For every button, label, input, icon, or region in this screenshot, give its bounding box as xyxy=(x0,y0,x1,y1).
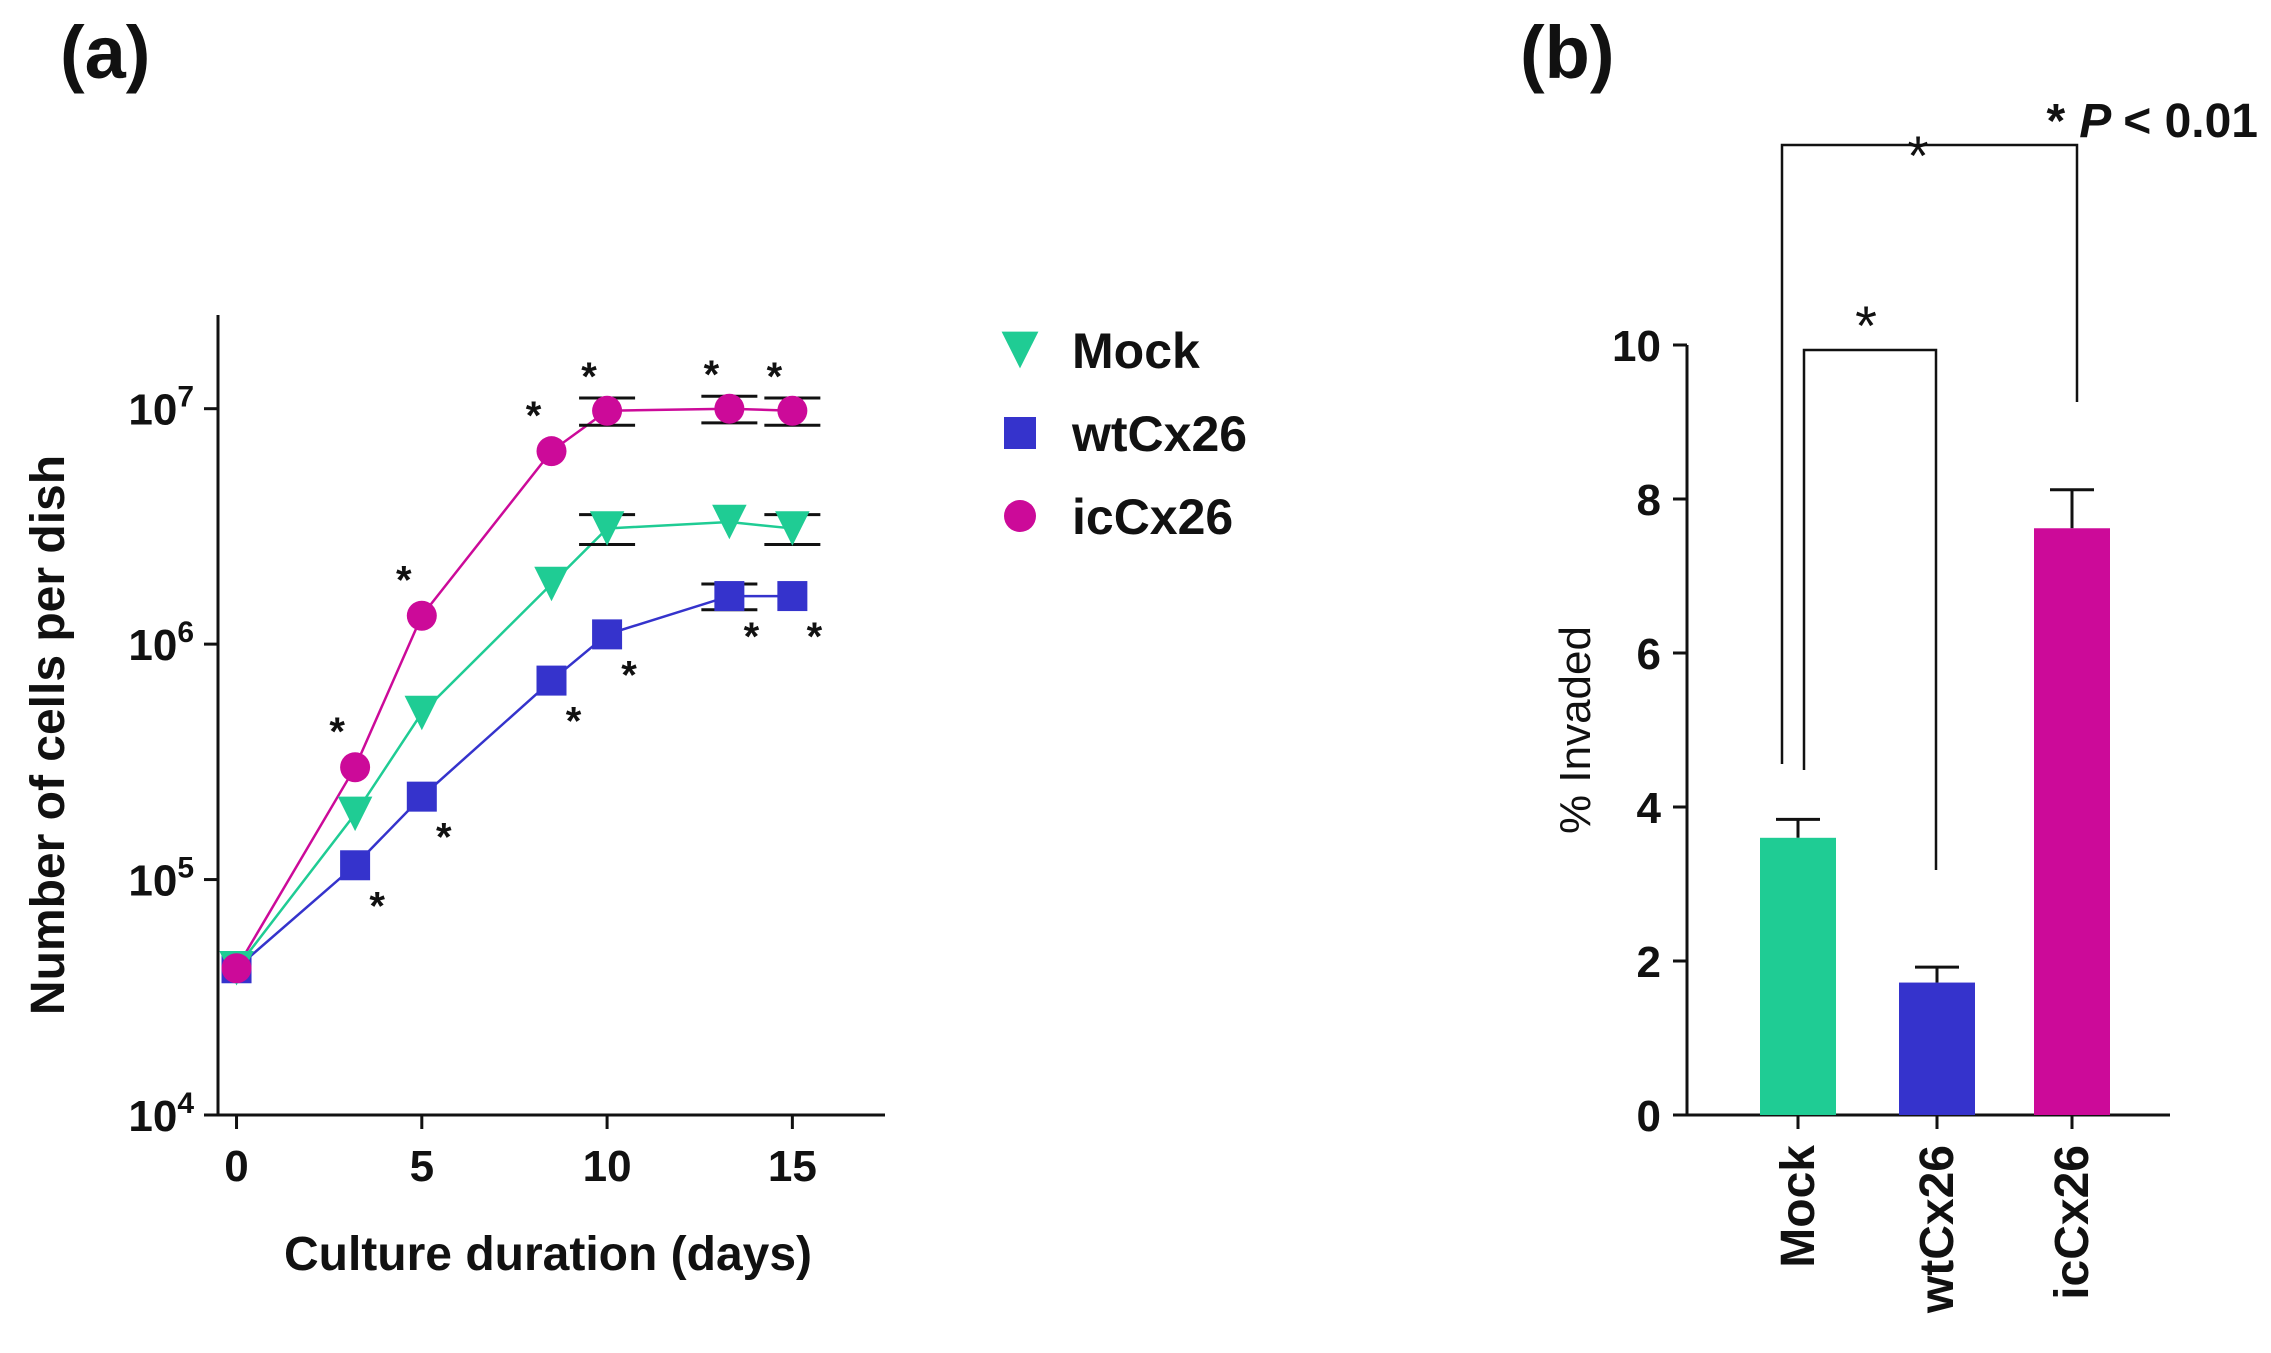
a-y-tick-base: 10 xyxy=(128,1092,177,1141)
a-x-tick-label: 10 xyxy=(583,1142,632,1191)
a-point-wtCx26 xyxy=(340,850,371,881)
a-series-line-icCx26 xyxy=(235,407,793,969)
a-point-icCx26 xyxy=(592,395,623,426)
a-point-wtCx26 xyxy=(406,781,437,812)
a-significance-star: * xyxy=(621,653,637,697)
a-point-icCx26 xyxy=(714,393,745,424)
a-y-tick-label: 107 xyxy=(128,381,194,435)
p-value-note: * P < 0.01 xyxy=(2047,95,2259,148)
b-significance-bracket xyxy=(1780,143,2079,764)
panel-a-legend: Mock wtCx26 icCx26 xyxy=(1001,323,1247,545)
legend-marker-wtCx26 xyxy=(1004,417,1036,449)
a-y-tick-exponent: 7 xyxy=(177,381,194,414)
b-significance-star: * xyxy=(1855,294,1877,357)
a-significance-star: * xyxy=(329,710,345,754)
a-y-tick-label: 104 xyxy=(128,1087,194,1141)
a-y-tick-base: 10 xyxy=(128,621,177,670)
a-y-tick-label: 106 xyxy=(128,616,194,670)
a-x-tick-label: 0 xyxy=(224,1142,248,1191)
p-value-note-star: * xyxy=(2047,95,2066,148)
a-significance-star: * xyxy=(744,615,760,659)
a-point-wtCx26 xyxy=(777,581,808,612)
panel-b-label: (b) xyxy=(1520,11,1615,94)
a-point-Mock xyxy=(404,695,440,731)
panel-b-y-axis-title: % Invaded xyxy=(1551,626,1600,834)
a-point-Mock xyxy=(712,504,747,540)
b-y-tick-label: 4 xyxy=(1637,784,1662,833)
b-significance-bracket xyxy=(1802,348,1938,870)
b-y-tick-label: 8 xyxy=(1637,476,1661,525)
a-y-tick-exponent: 4 xyxy=(177,1087,194,1120)
panel-a-y-axis-title: Number of cells per dish xyxy=(22,455,75,1015)
a-y-tick-exponent: 6 xyxy=(177,616,194,649)
a-point-icCx26 xyxy=(221,953,252,984)
legend-label-Mock: Mock xyxy=(1072,323,1200,379)
b-y-tick-label: 2 xyxy=(1637,938,1661,987)
legend-label-icCx26: icCx26 xyxy=(1072,489,1233,545)
a-point-icCx26 xyxy=(777,395,808,426)
a-series-line-wtCx26 xyxy=(235,594,793,970)
b-x-tick-label: wtCx26 xyxy=(1911,1145,1964,1314)
a-y-tick-base: 10 xyxy=(128,857,177,906)
b-bar-wtCx26 xyxy=(1899,982,1975,1115)
b-y-tick-label: 0 xyxy=(1637,1092,1661,1141)
legend-label-wtCx26: wtCx26 xyxy=(1071,406,1247,462)
b-y-tick-label: 6 xyxy=(1637,630,1661,679)
a-significance-star: * xyxy=(767,355,783,399)
legend-marker-icCx26 xyxy=(1004,500,1036,532)
panel-a-x-axis-title: Culture duration (days) xyxy=(284,1228,812,1281)
a-point-icCx26 xyxy=(340,752,371,783)
a-point-icCx26 xyxy=(406,600,437,631)
p-value-note-threshold: < 0.01 xyxy=(2123,95,2258,148)
a-x-tick-label: 5 xyxy=(410,1142,434,1191)
a-significance-star: * xyxy=(436,816,452,860)
b-bar-Mock xyxy=(1760,837,1836,1115)
a-y-tick-base: 10 xyxy=(128,386,177,435)
a-point-wtCx26 xyxy=(536,665,567,696)
panel-b-plot-area: 0 2 4 6 8 10 Mock wtCx26 icCx26 * * xyxy=(1612,124,2170,1314)
a-significance-star: * xyxy=(396,559,412,603)
b-significance-star: * xyxy=(1907,124,1929,187)
a-point-wtCx26 xyxy=(714,581,745,612)
p-value-note-p: P xyxy=(2079,95,2112,148)
a-significance-star: * xyxy=(566,700,582,744)
a-point-Mock xyxy=(589,511,625,546)
b-x-tick-label: icCx26 xyxy=(2046,1145,2099,1300)
b-y-tick-label: 10 xyxy=(1612,322,1661,371)
b-x-tick-label: Mock xyxy=(1772,1145,1825,1268)
panel-a-label: (a) xyxy=(60,11,150,94)
a-point-wtCx26 xyxy=(592,619,623,650)
a-point-icCx26 xyxy=(536,436,567,467)
a-series-line-Mock xyxy=(235,520,793,970)
a-point-Mock xyxy=(775,511,810,546)
a-significance-star: * xyxy=(704,353,720,397)
a-y-tick-label: 105 xyxy=(128,852,194,906)
a-y-tick-exponent: 5 xyxy=(177,852,194,885)
a-significance-star: * xyxy=(581,355,597,399)
legend-marker-Mock xyxy=(1001,331,1039,369)
a-point-Mock xyxy=(534,566,569,602)
a-x-tick-label: 15 xyxy=(768,1142,817,1191)
b-bar-icCx26 xyxy=(2034,528,2110,1115)
a-significance-star: * xyxy=(526,394,542,438)
a-significance-star: * xyxy=(807,615,823,659)
a-significance-star: * xyxy=(369,884,385,928)
a-point-Mock xyxy=(337,796,373,832)
